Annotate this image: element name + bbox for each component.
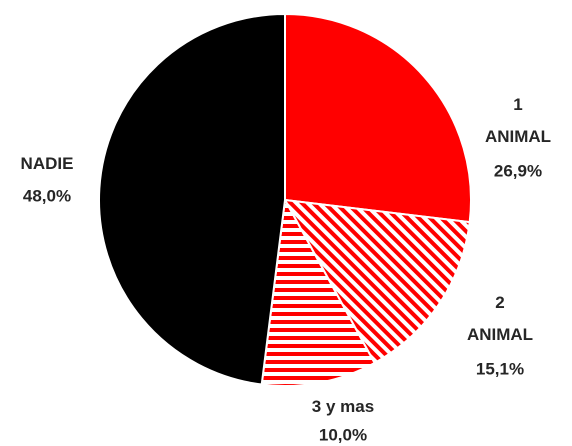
value-label: 15,1% bbox=[476, 359, 524, 378]
slice-label: 1 ANIMAL bbox=[485, 95, 551, 146]
pie-slice bbox=[284, 12, 472, 224]
value-label: 26,9% bbox=[494, 161, 542, 180]
value-label: 48,0% bbox=[23, 186, 71, 205]
pie-slice bbox=[260, 196, 376, 387]
slice-label: NADIE bbox=[21, 154, 74, 173]
slice-label: 2 ANIMAL bbox=[467, 293, 533, 344]
pie-slice bbox=[283, 198, 471, 365]
pie-slice bbox=[98, 12, 286, 386]
slice-label: 3 y mas bbox=[312, 397, 374, 416]
value-label: 10,0% bbox=[319, 425, 367, 444]
